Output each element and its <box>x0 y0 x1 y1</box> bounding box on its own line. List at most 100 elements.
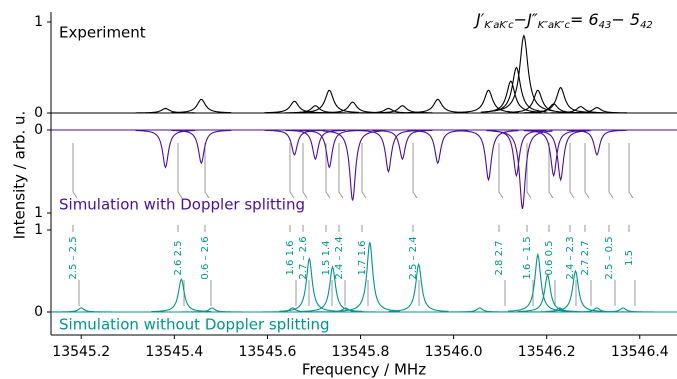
y-tick-label: 0 <box>34 122 43 138</box>
connector <box>177 143 183 232</box>
peak <box>299 129 360 169</box>
x-axis-label: Frequency / MHz <box>302 361 426 379</box>
assignment-label: 2.5 – 2.5 <box>68 236 79 279</box>
peak <box>51 307 112 313</box>
peak <box>458 89 519 113</box>
connector <box>498 143 504 232</box>
peak <box>182 307 243 313</box>
peak <box>486 130 547 178</box>
x-tick-label: 13546.0 <box>425 344 483 360</box>
peak <box>566 129 627 156</box>
connector <box>302 143 308 232</box>
connector <box>361 143 367 232</box>
assignment-label: 0.6 0.5 <box>544 241 555 276</box>
series-label: Simulation with Doppler splitting <box>59 196 305 214</box>
assignment-label: 0.6 – 2.6 <box>200 236 211 279</box>
plot-area <box>51 34 677 313</box>
assignment-label: 1.6 1.6 <box>285 241 296 276</box>
y-tick-label: 0 <box>34 304 43 320</box>
y-tick-label: 1 <box>34 222 43 238</box>
series-label: Simulation without Doppler splitting <box>59 316 330 334</box>
peak <box>372 105 433 114</box>
peak <box>507 89 568 113</box>
peak <box>171 98 232 114</box>
peak <box>285 129 346 161</box>
y-tick-label: 0 <box>34 105 43 121</box>
peak <box>407 98 468 114</box>
series-label: Experiment <box>59 24 146 42</box>
peak <box>315 307 376 313</box>
peak <box>530 86 591 113</box>
assignment-label: 2.7 2.7 <box>580 241 591 276</box>
connector <box>628 143 634 232</box>
x-tick-label: 13545.4 <box>145 344 203 360</box>
peak <box>388 262 449 312</box>
peak <box>279 256 340 312</box>
assignment-label: 2.5 – 2.4 <box>408 236 419 279</box>
assignment-label: 2.5 – 0.5 <box>604 236 615 279</box>
x-tick-label: 13545.2 <box>52 344 110 360</box>
peak <box>264 100 325 114</box>
y-tick-label: 1 <box>34 14 43 30</box>
connector <box>412 143 418 232</box>
y-tick-label: 1 <box>34 205 43 221</box>
peak <box>339 242 400 312</box>
peak <box>566 307 627 313</box>
peak <box>545 269 606 312</box>
connector <box>584 143 590 232</box>
assignment-label: 1.6 – 1.5 <box>522 236 533 279</box>
title-part: = 6 <box>570 10 599 29</box>
connector <box>289 143 295 232</box>
title-subscript: 42 <box>640 20 653 31</box>
title-part: −J″ <box>514 10 538 29</box>
peak <box>550 106 611 114</box>
peak <box>372 129 433 161</box>
assignment-label: 1.5 <box>624 250 635 266</box>
connector <box>72 143 78 232</box>
peak <box>262 307 323 313</box>
connector <box>569 143 575 232</box>
connector <box>204 143 210 232</box>
peak <box>566 106 627 114</box>
connector <box>608 143 614 232</box>
title-part: J′ <box>473 10 485 29</box>
assignment-label: 1.5 1.4 <box>321 241 332 276</box>
peak <box>480 80 541 113</box>
assignment-label: 2.4 – 2.3 <box>565 236 576 279</box>
peak <box>171 129 232 165</box>
title-subscript: K″aK″c <box>538 20 571 31</box>
assignment-label: 2.8 2.7 <box>494 241 505 276</box>
peak <box>151 278 212 313</box>
x-tick-label: 13545.8 <box>332 344 390 360</box>
peak <box>493 34 554 112</box>
assignment-label: 2.6 2.5 <box>173 241 184 276</box>
peak <box>358 130 419 173</box>
assignment-label: 2.4 – 2.4 <box>334 236 345 279</box>
assignment-label: 1.7 1.6 <box>357 241 368 276</box>
peak <box>322 101 383 114</box>
peak <box>322 130 383 201</box>
peak <box>299 89 360 113</box>
peak <box>264 129 325 156</box>
peak <box>593 307 654 313</box>
connector <box>548 143 554 232</box>
peak <box>407 129 468 165</box>
title-subscript: 43 <box>599 20 612 31</box>
connector <box>338 143 344 232</box>
peak <box>135 107 196 114</box>
title: J′K′aK′c−J″K″aK″c= 643− 542 <box>473 10 653 32</box>
peak <box>449 307 510 313</box>
x-tick-label: 13546.2 <box>518 344 576 360</box>
peak <box>523 130 584 178</box>
x-tick-label: 13545.6 <box>238 344 296 360</box>
y-axis-label: Intensity / arb. u. <box>11 111 29 240</box>
connector <box>325 143 331 232</box>
x-tick-label: 13546.4 <box>611 344 669 360</box>
peak <box>507 252 568 312</box>
assignment-label: 2.7 – 2.6 <box>298 236 309 279</box>
peak <box>135 129 196 169</box>
title-part: − 5 <box>611 10 640 29</box>
title-subscript: K′aK′c <box>484 20 514 31</box>
peak <box>458 130 519 182</box>
